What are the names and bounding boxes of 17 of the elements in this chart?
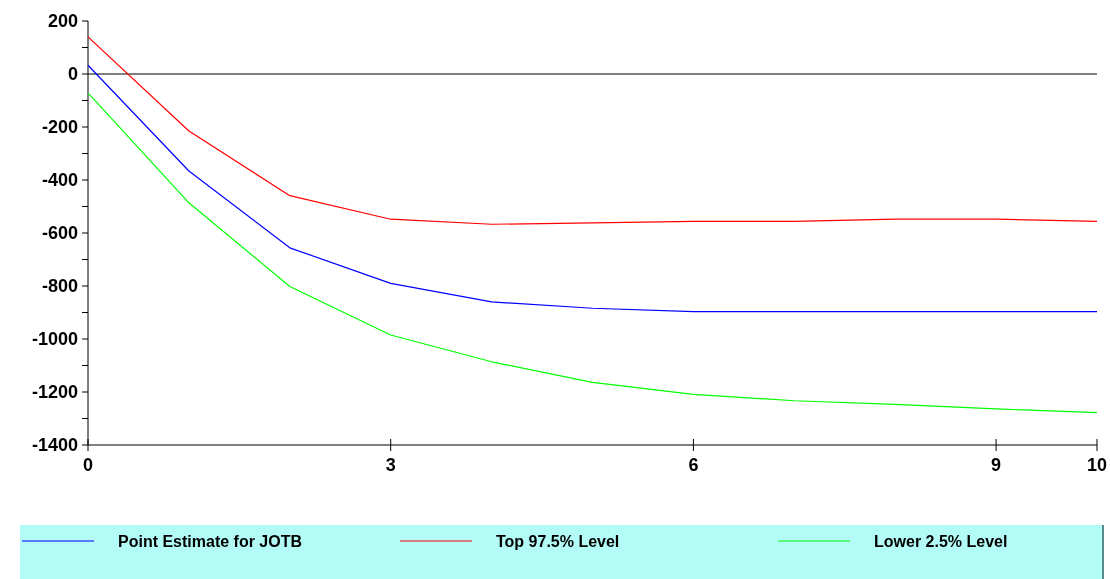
y-tick-label: 0 (67, 64, 78, 85)
legend-label: Point Estimate for JOTB (118, 533, 303, 550)
x-tick-label: 10 (1086, 455, 1108, 475)
y-tick-label: -600 (41, 223, 78, 244)
y-tick-label: -200 (41, 117, 78, 138)
y-tick-label: -1000 (31, 329, 78, 350)
x-tick-label: 9 (991, 455, 1002, 475)
legend-label: Lower 2.5% Level (874, 533, 1008, 550)
x-tick-label: 0 (82, 455, 94, 475)
y-tick-label: 200 (47, 11, 78, 32)
y-tick-label: -1400 (31, 435, 78, 456)
x-tick-label: 6 (688, 455, 699, 475)
x-tick-label: 3 (385, 455, 396, 475)
y-tick-label: -1200 (31, 382, 78, 403)
y-tick-label: -800 (41, 276, 78, 297)
legend-label: Top 97.5% Level (496, 533, 620, 550)
y-tick-label: -400 (41, 170, 78, 191)
